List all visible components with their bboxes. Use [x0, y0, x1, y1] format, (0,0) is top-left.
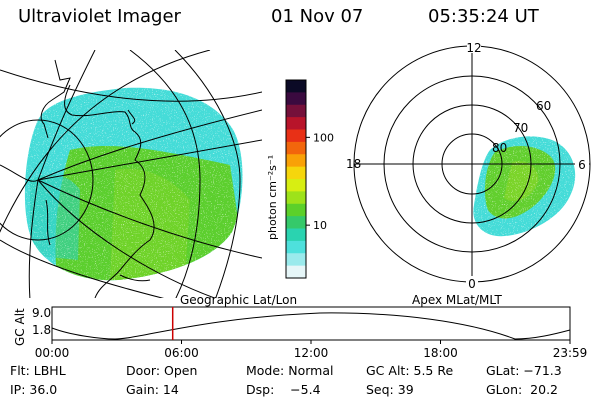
- colorbar-stripe: [286, 129, 306, 143]
- geographic-panel: Geographic Lat/Lon: [0, 50, 297, 307]
- altitude-curve: [51, 312, 571, 340]
- colorbar-stripe: [286, 203, 306, 217]
- antarctic-coastline: [40, 59, 155, 298]
- colorbar-stripe: [286, 80, 306, 93]
- status-glon: GLon: 20.2: [486, 382, 558, 397]
- altitude-ylabel: GC Alt: [13, 308, 27, 346]
- altitude-xtick-label: 18:00: [423, 346, 458, 360]
- colorbar-ticks: 100 10: [306, 131, 334, 232]
- image-title: Ultraviolet Imager: [18, 6, 181, 27]
- altitude-ytick-high: 9.0: [32, 306, 51, 320]
- map-grid: [0, 50, 262, 298]
- colorbar-tick-label: 10: [313, 219, 327, 232]
- colorbar-tick-label: 100: [313, 131, 334, 144]
- status-filter: Flt: LBHL: [10, 363, 66, 378]
- status-gc-altitude: GC Alt: 5.5 Re: [366, 363, 454, 378]
- colorbar-stripe: [286, 117, 306, 131]
- mlt-18-label: 18: [346, 157, 361, 171]
- colorbar-stripe: [286, 191, 306, 205]
- status-glat: GLat: −71.3: [486, 363, 562, 378]
- colorbar-stripe: [286, 92, 306, 106]
- colorbar-stripe: [286, 179, 306, 192]
- colorbar-stripe: [286, 216, 306, 230]
- colorbar-stripe: [286, 253, 306, 267]
- colorbar-stripe: [286, 141, 306, 155]
- status-seq: Seq: 39: [366, 382, 414, 397]
- image-date: 01 Nov 07: [271, 6, 364, 27]
- colorbar-stripe: [286, 228, 306, 242]
- mlt-00-label: 0: [468, 277, 476, 291]
- mlat-70-label: 70: [513, 121, 528, 135]
- status-door: Door: Open: [126, 363, 198, 378]
- altitude-xtick-label: 06:00: [164, 346, 199, 360]
- colorbar-stripe: [286, 240, 306, 254]
- mlat-60-label: 60: [536, 99, 551, 113]
- colorbar-stripes: [286, 80, 306, 279]
- aurora-emission-left: [24, 87, 243, 281]
- apex-caption: Apex MLat/MLT: [412, 293, 502, 307]
- altitude-plot-frame: [51, 306, 571, 341]
- mlt-12-label: 12: [466, 41, 481, 55]
- altitude-ytick-low: 1.8: [32, 323, 51, 337]
- colorbar-stripe: [286, 154, 306, 168]
- altitude-plot: GC Alt 9.0 1.8 00:00 06:00 12:00 18:00 23:59: [13, 306, 587, 360]
- colorbar-stripe: [286, 265, 306, 279]
- magnetic-panel: 12 6 0 18 60 70 80 Apex MLat/MLT: [346, 40, 591, 307]
- status-ip: IP: 36.0: [10, 382, 58, 397]
- status-dsp: Dsp: −5.4: [246, 382, 321, 397]
- colorbar-frame: [285, 79, 307, 279]
- geographic-caption: Geographic Lat/Lon: [180, 293, 297, 307]
- colorbar-stripe: [286, 166, 306, 180]
- colorbar-stripe: [286, 104, 306, 118]
- colorbar: 100 10 photon cm⁻²s⁻¹: [266, 79, 334, 279]
- altitude-xtick-label: 12:00: [294, 346, 329, 360]
- mlat-80-label: 80: [492, 141, 507, 155]
- altitude-xticks: 00:00 06:00 12:00 18:00 23:59: [35, 340, 588, 360]
- altitude-xtick-label: 00:00: [35, 346, 70, 360]
- status-mode: Mode: Normal: [246, 363, 334, 378]
- altitude-xtick-label: 23:59: [553, 346, 588, 360]
- image-time: 05:35:24 UT: [428, 6, 539, 27]
- colorbar-unit-label: photon cm⁻²s⁻¹: [266, 155, 279, 240]
- status-gain: Gain: 14: [126, 382, 179, 397]
- mlt-06-label: 6: [578, 158, 586, 172]
